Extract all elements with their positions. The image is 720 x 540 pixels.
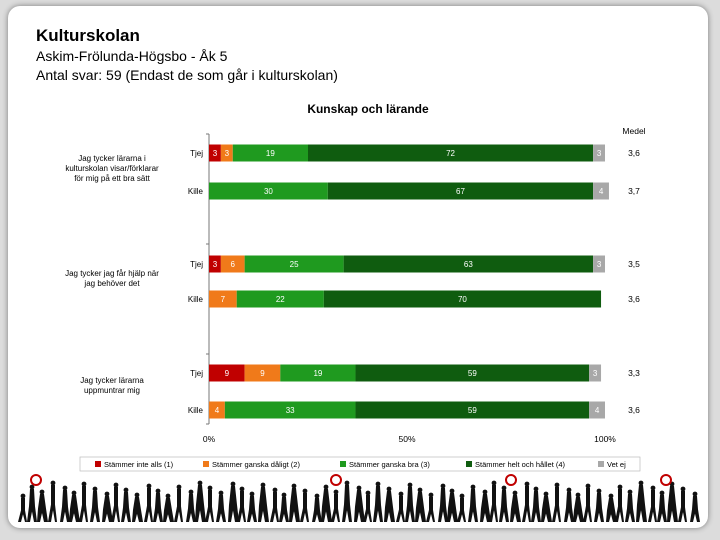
bar-segment [593, 182, 609, 200]
bar-segment [355, 364, 590, 382]
legend-label: Stämmer ganska bra (3) [349, 460, 430, 469]
legend-swatch [203, 461, 209, 467]
bar-segment [589, 401, 605, 419]
bar-segment [280, 364, 356, 382]
question-label: jag behöver det [83, 279, 140, 288]
bar-data-label: 7 [221, 295, 226, 304]
bar-data-label: 72 [446, 149, 455, 158]
mean-value: 3,3 [628, 368, 640, 378]
bar-segment [209, 290, 237, 308]
gender-label: Kille [188, 406, 204, 415]
bar-segment [220, 255, 245, 273]
legend-label: Stämmer ganska dåligt (2) [212, 460, 300, 469]
bar-data-label: 4 [599, 187, 604, 196]
bar-data-label: 63 [464, 260, 473, 269]
bar-segment [327, 182, 594, 200]
bar-segment [244, 255, 344, 273]
mean-value: 3,6 [628, 294, 640, 304]
bar-data-label: 6 [231, 260, 236, 269]
bar-segment [323, 290, 602, 308]
bar-segment [232, 144, 308, 162]
bar-segment [355, 401, 590, 419]
gender-label: Kille [188, 187, 204, 196]
legend-box [79, 456, 641, 472]
bar-segment [244, 364, 281, 382]
mean-value: 3,7 [628, 186, 640, 196]
bar-segment [343, 255, 594, 273]
legend-label: Stämmer helt och hållet (4) [475, 460, 566, 469]
chart-title: Kunskap och lärande [307, 102, 429, 116]
bar-segment [209, 182, 328, 200]
gender-label: Tjej [190, 260, 203, 269]
people-silhouette-banner [18, 474, 700, 522]
mean-value: 3,6 [628, 148, 640, 158]
bar-data-label: 3 [213, 149, 218, 158]
question-label: Jag tycker lärarna i [78, 154, 146, 163]
bar-segment [224, 401, 356, 419]
bar-data-label: 22 [276, 295, 285, 304]
question-label: för mig på ett bra sätt [74, 174, 150, 183]
bar-segment [209, 401, 225, 419]
bar-data-label: 59 [468, 369, 477, 378]
bar-data-label: 9 [260, 369, 265, 378]
bar-data-label: 19 [313, 369, 322, 378]
bar-data-label: 3 [597, 260, 602, 269]
bar-segment [209, 364, 245, 382]
bar-data-label: 70 [458, 295, 467, 304]
bar-data-label: 4 [215, 406, 220, 415]
bar-data-label: 67 [456, 187, 465, 196]
x-tick-label: 0% [203, 434, 216, 444]
bar-data-label: 30 [264, 187, 273, 196]
mean-header: Medel [622, 126, 645, 136]
question-label: kulturskolan visar/förklarar [65, 164, 159, 173]
bar-segment [236, 290, 324, 308]
mean-value: 3,5 [628, 259, 640, 269]
question-label: Jag tycker lärarna [80, 376, 144, 385]
bar-data-label: 3 [225, 149, 230, 158]
gender-label: Tjej [190, 149, 203, 158]
legend-swatch [598, 461, 604, 467]
legend-label: Stämmer inte alls (1) [104, 460, 174, 469]
gender-label: Kille [188, 295, 204, 304]
page-subtitle: Askim-Frölunda-Högsbo - Åk 5 [36, 48, 228, 64]
legend-label: Vet ej [607, 460, 626, 469]
bar-segment [308, 144, 594, 162]
bar-data-label: 59 [468, 406, 477, 415]
bar-data-label: 3 [593, 369, 598, 378]
bar-segment [209, 144, 221, 162]
bar-data-label: 33 [286, 406, 295, 415]
bar-data-label: 25 [290, 260, 299, 269]
bar-segment [209, 255, 221, 273]
mean-value: 3,6 [628, 405, 640, 415]
question-label: uppmuntrar mig [84, 386, 140, 395]
page-title: Kulturskolan [36, 26, 140, 45]
bar-data-label: 9 [225, 369, 230, 378]
bar-segment [589, 364, 602, 382]
bar-data-label: 4 [595, 406, 600, 415]
legend-swatch [340, 461, 346, 467]
x-tick-label: 50% [398, 434, 415, 444]
bar-data-label: 19 [266, 149, 275, 158]
legend-swatch [466, 461, 472, 467]
legend-swatch [95, 461, 101, 467]
bar-data-label: 0 [603, 295, 608, 304]
bar-data-label: 3 [597, 149, 602, 158]
bar-segment [593, 144, 605, 162]
x-tick-label: 100% [594, 434, 616, 444]
bar-segment [593, 255, 605, 273]
question-label: Jag tycker jag får hjälp när [65, 269, 159, 278]
bar-segment [220, 144, 233, 162]
page-response-count: Antal svar: 59 (Endast de som går i kult… [36, 67, 338, 83]
bar-data-label: 3 [213, 260, 218, 269]
gender-label: Tjej [190, 369, 203, 378]
